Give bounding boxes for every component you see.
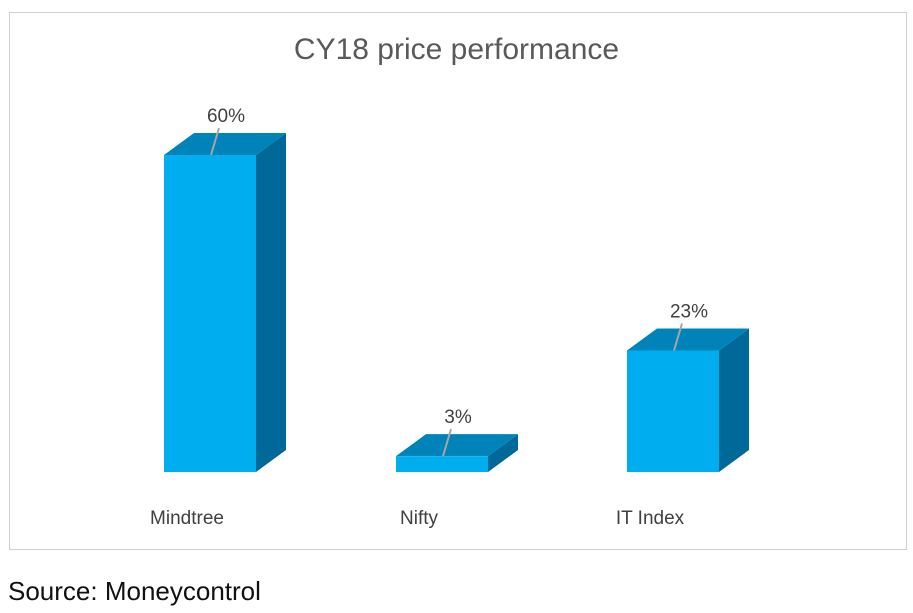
bar-top <box>164 133 286 155</box>
bar <box>627 350 719 472</box>
bar-side <box>719 328 749 472</box>
data-label-leader <box>442 428 452 457</box>
category-label: IT Index <box>616 508 685 529</box>
bar-side <box>488 434 518 472</box>
bar-top <box>396 434 518 457</box>
data-label: 3% <box>444 407 472 428</box>
data-label: 60% <box>207 106 245 127</box>
source-note: Source: Moneycontrol <box>8 576 261 606</box>
bar-top <box>627 328 749 351</box>
data-label-leader <box>673 323 683 351</box>
bar <box>396 456 488 472</box>
bar <box>164 155 256 472</box>
data-label-leader <box>210 127 220 156</box>
chart-title: CY18 price performance <box>293 33 620 66</box>
category-label: Mindtree <box>150 508 224 529</box>
bar-side <box>256 133 286 472</box>
data-label: 23% <box>670 301 708 322</box>
category-label: Nifty <box>400 508 439 529</box>
